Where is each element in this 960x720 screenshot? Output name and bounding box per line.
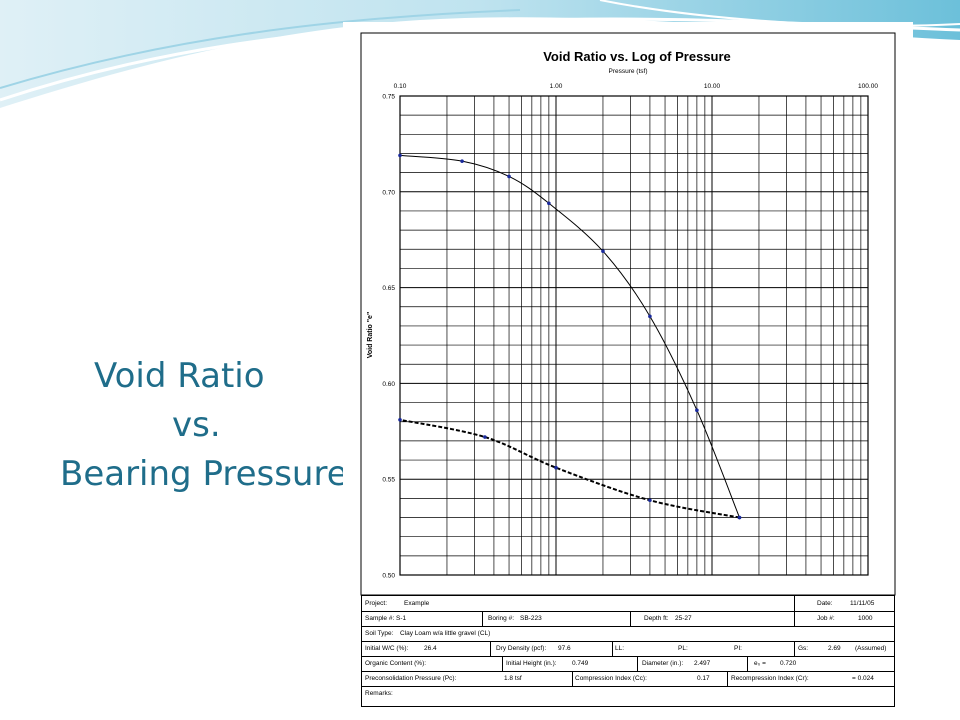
info-row-sample: Sample #: S-1 Boring #: SB-223 Depth ft:… — [362, 611, 894, 627]
y-tick-labels: 0.75 0.70 0.65 0.60 0.55 0.50 — [382, 94, 395, 580]
data-point — [601, 249, 605, 253]
chart-series — [398, 153, 742, 520]
wc-label: Initial W/C (%): — [365, 645, 409, 652]
ih-value: 0.749 — [572, 660, 589, 667]
dia-value: 2.497 — [694, 660, 711, 667]
data-point — [648, 314, 652, 319]
project-value: Example — [404, 600, 430, 607]
y-tick-label: 0.70 — [382, 189, 395, 196]
cr-label: Recompression Index (Cr): — [731, 675, 809, 682]
e0-value: 0.720 — [780, 660, 797, 667]
dd-label: Dry Density (pcf): — [496, 645, 547, 652]
wc-value: 26.4 — [424, 645, 437, 652]
depth-value: 25-27 — [675, 615, 692, 622]
y-tick-label: 0.55 — [382, 477, 395, 484]
y-tick-label: 0.65 — [382, 285, 395, 292]
date-label: Date: — [817, 600, 833, 607]
cr-value: = 0.024 — [852, 675, 874, 682]
info-row-project: Project: Example Date: 11/11/05 — [362, 596, 894, 612]
oc-label: Organic Content (%): — [365, 660, 427, 667]
slide-title-line-3: Bearing Pressure — [60, 454, 348, 494]
info-row-properties: Initial W/C (%): 26.4 Dry Density (pcf):… — [362, 641, 894, 657]
consolidation-test-sheet — [343, 22, 913, 712]
data-point — [695, 408, 699, 413]
gs-note: (Assumed) — [855, 645, 887, 652]
info-row-organic: Organic Content (%): Initial Height (in.… — [362, 656, 894, 672]
job-value: 1000 — [858, 615, 873, 622]
data-point — [648, 498, 652, 503]
y-tick-label: 0.50 — [382, 573, 395, 580]
info-row-soil: Soil Type: Clay Loam w/a little gravel (… — [362, 626, 894, 642]
depth-label: Depth ft: — [644, 615, 669, 622]
boring-label: Boring #: — [488, 615, 515, 622]
plot-area-border — [399, 95, 869, 576]
chart-frame — [360, 32, 896, 596]
project-label: Project: — [365, 600, 388, 607]
date-value: 11/11/05 — [850, 600, 875, 607]
soil-label: Soil Type: — [365, 630, 394, 637]
pc-label: Preconsolidation Pressure (Pc): — [365, 675, 457, 682]
data-point — [554, 465, 558, 470]
data-point — [737, 515, 742, 520]
data-point — [398, 418, 402, 422]
loading-curve — [399, 154, 740, 518]
data-point — [398, 153, 402, 158]
chart-title: Void Ratio vs. Log of Pressure — [543, 49, 731, 64]
x-tick-label: 10.00 — [704, 83, 721, 90]
unloading-curve — [399, 418, 740, 519]
test-info-table: Project: Example Date: 11/11/05 Sample #… — [361, 595, 895, 707]
x-tick-label: 1.00 — [550, 83, 563, 90]
pi-label: PI: — [734, 645, 742, 652]
ih-label: Initial Height (in.): — [506, 660, 557, 667]
data-point — [460, 159, 464, 163]
x-axis-title: Pressure (tsf) — [608, 68, 647, 75]
sample-value: S-1 — [396, 615, 407, 622]
y-axis-title: Void Ratio "e" — [367, 312, 374, 359]
pc-value: 1.8 tsf — [504, 675, 522, 682]
gs-value: 2.69 — [828, 645, 841, 652]
boring-value: SB-223 — [520, 615, 542, 622]
cc-value: 0.17 — [697, 675, 710, 682]
slide-title-line-2: vs. — [172, 405, 221, 445]
sample-label: Sample #: — [365, 615, 395, 622]
remarks-label: Remarks: — [365, 690, 393, 697]
soil-value: Clay Loam w/a little gravel (CL) — [400, 630, 491, 637]
data-point — [507, 174, 511, 179]
x-tick-labels: 0.10 1.00 10.00 100.00 — [394, 83, 879, 90]
e0-label: e₀ = — [754, 660, 766, 667]
x-tick-label: 100.00 — [858, 83, 878, 90]
ll-label: LL: — [615, 645, 625, 652]
cc-label: Compression Index (Cc): — [575, 675, 647, 682]
y-tick-label: 0.60 — [382, 381, 395, 388]
dia-label: Diameter (in.): — [642, 660, 684, 667]
info-row-remarks: Remarks: — [362, 686, 894, 701]
slide-title-line-1: Void Ratio — [94, 356, 265, 396]
data-point — [547, 201, 551, 206]
data-point — [483, 435, 487, 439]
chart-grid — [399, 95, 869, 576]
gs-label: Gs: — [798, 645, 809, 652]
pl-label: PL: — [678, 645, 688, 652]
info-row-pressure: Preconsolidation Pressure (Pc): 1.8 tsf … — [362, 671, 894, 687]
dd-value: 97.6 — [558, 645, 571, 652]
job-label: Job #: — [817, 615, 835, 622]
y-tick-label: 0.75 — [382, 94, 395, 101]
x-tick-label: 0.10 — [394, 83, 407, 90]
